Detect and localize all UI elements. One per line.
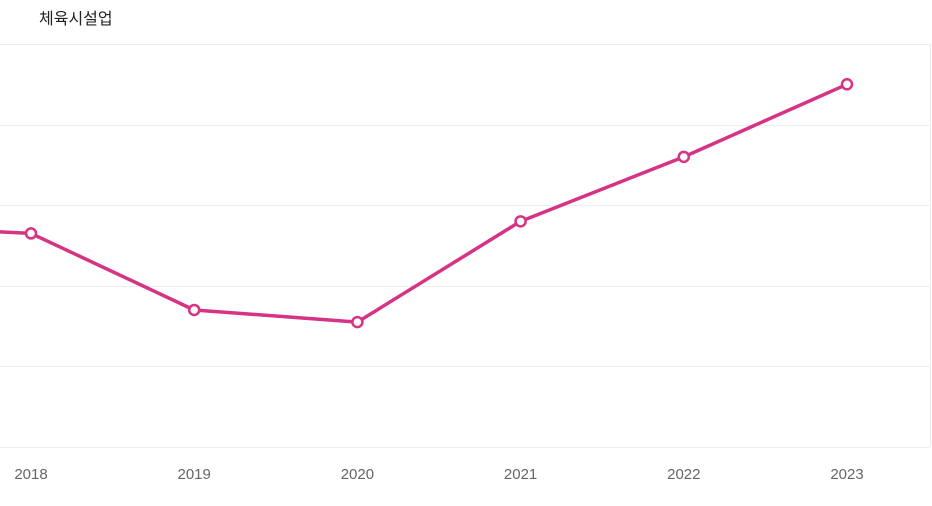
chart-title: 체육시설업 [39, 9, 113, 28]
x-tick-label-2019: 2019 [178, 466, 211, 483]
data-point-2023 [840, 78, 854, 91]
x-axis: 2018 2019 2020 2021 2022 2023 [14, 466, 863, 483]
grid [0, 44, 931, 448]
data-point-2022 [677, 150, 691, 164]
x-tick-label-2023: 2023 [830, 466, 863, 483]
x-tick-label-2020: 2020 [341, 466, 374, 483]
data-point-2019 [187, 303, 201, 317]
data-point-2021 [514, 215, 527, 228]
data-point-2018 [24, 227, 38, 240]
data-point-2020 [351, 315, 364, 329]
series-layer [0, 78, 854, 329]
x-tick-label-2021: 2021 [504, 466, 537, 483]
x-tick-label-2022: 2022 [667, 466, 700, 483]
x-tick-label-2018: 2018 [14, 466, 47, 483]
